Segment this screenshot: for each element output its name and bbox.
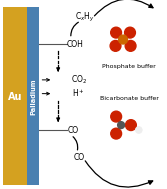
Text: CO$_2$: CO$_2$ bbox=[71, 74, 87, 86]
Text: CO: CO bbox=[73, 153, 84, 162]
Circle shape bbox=[125, 27, 135, 38]
Circle shape bbox=[135, 127, 142, 133]
Text: Au: Au bbox=[8, 92, 22, 101]
Text: CO: CO bbox=[67, 125, 78, 135]
Circle shape bbox=[125, 40, 136, 51]
Circle shape bbox=[111, 27, 122, 38]
Circle shape bbox=[119, 35, 127, 44]
Text: Palladium: Palladium bbox=[30, 78, 36, 115]
Text: H$^+$: H$^+$ bbox=[72, 88, 85, 99]
Text: Phosphate buffer: Phosphate buffer bbox=[102, 64, 156, 69]
Circle shape bbox=[111, 111, 122, 122]
Text: Bicarbonate buffer: Bicarbonate buffer bbox=[100, 96, 158, 101]
Bar bbox=[3, 7, 27, 185]
Circle shape bbox=[126, 120, 136, 130]
Bar bbox=[27, 7, 39, 185]
Circle shape bbox=[118, 122, 125, 129]
Text: COH: COH bbox=[66, 40, 83, 49]
Circle shape bbox=[110, 40, 121, 51]
Circle shape bbox=[111, 128, 122, 139]
Text: C$_x$H$_y$: C$_x$H$_y$ bbox=[75, 11, 95, 25]
